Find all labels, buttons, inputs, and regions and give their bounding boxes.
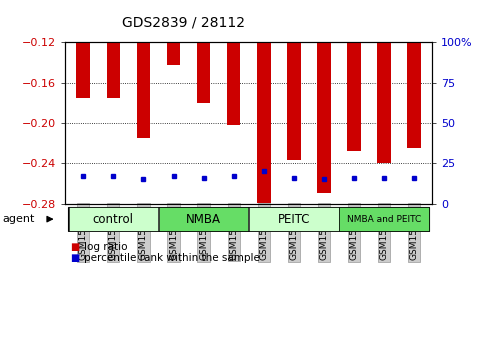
- Text: GDS2839 / 28112: GDS2839 / 28112: [122, 16, 245, 30]
- FancyBboxPatch shape: [159, 207, 248, 231]
- Text: log ratio: log ratio: [84, 242, 127, 252]
- Bar: [107, 42, 120, 98]
- Text: percentile rank within the sample: percentile rank within the sample: [84, 253, 259, 263]
- FancyBboxPatch shape: [340, 207, 429, 231]
- Bar: [167, 42, 180, 65]
- Bar: [197, 42, 211, 103]
- Bar: [137, 42, 150, 138]
- Bar: [257, 42, 270, 202]
- Bar: [347, 42, 361, 151]
- Text: NMBA and PEITC: NMBA and PEITC: [347, 215, 421, 224]
- Text: agent: agent: [2, 214, 35, 224]
- FancyBboxPatch shape: [249, 207, 339, 231]
- Bar: [227, 42, 241, 125]
- Bar: [287, 42, 300, 160]
- Text: PEITC: PEITC: [278, 213, 310, 225]
- FancyBboxPatch shape: [69, 207, 158, 231]
- Text: control: control: [93, 213, 134, 225]
- Text: ■: ■: [70, 242, 79, 252]
- Bar: [76, 42, 90, 98]
- FancyBboxPatch shape: [68, 207, 429, 232]
- Bar: [317, 42, 331, 194]
- Bar: [377, 42, 391, 163]
- Bar: [408, 42, 421, 148]
- Text: ■: ■: [70, 253, 79, 263]
- Text: NMBA: NMBA: [186, 213, 221, 225]
